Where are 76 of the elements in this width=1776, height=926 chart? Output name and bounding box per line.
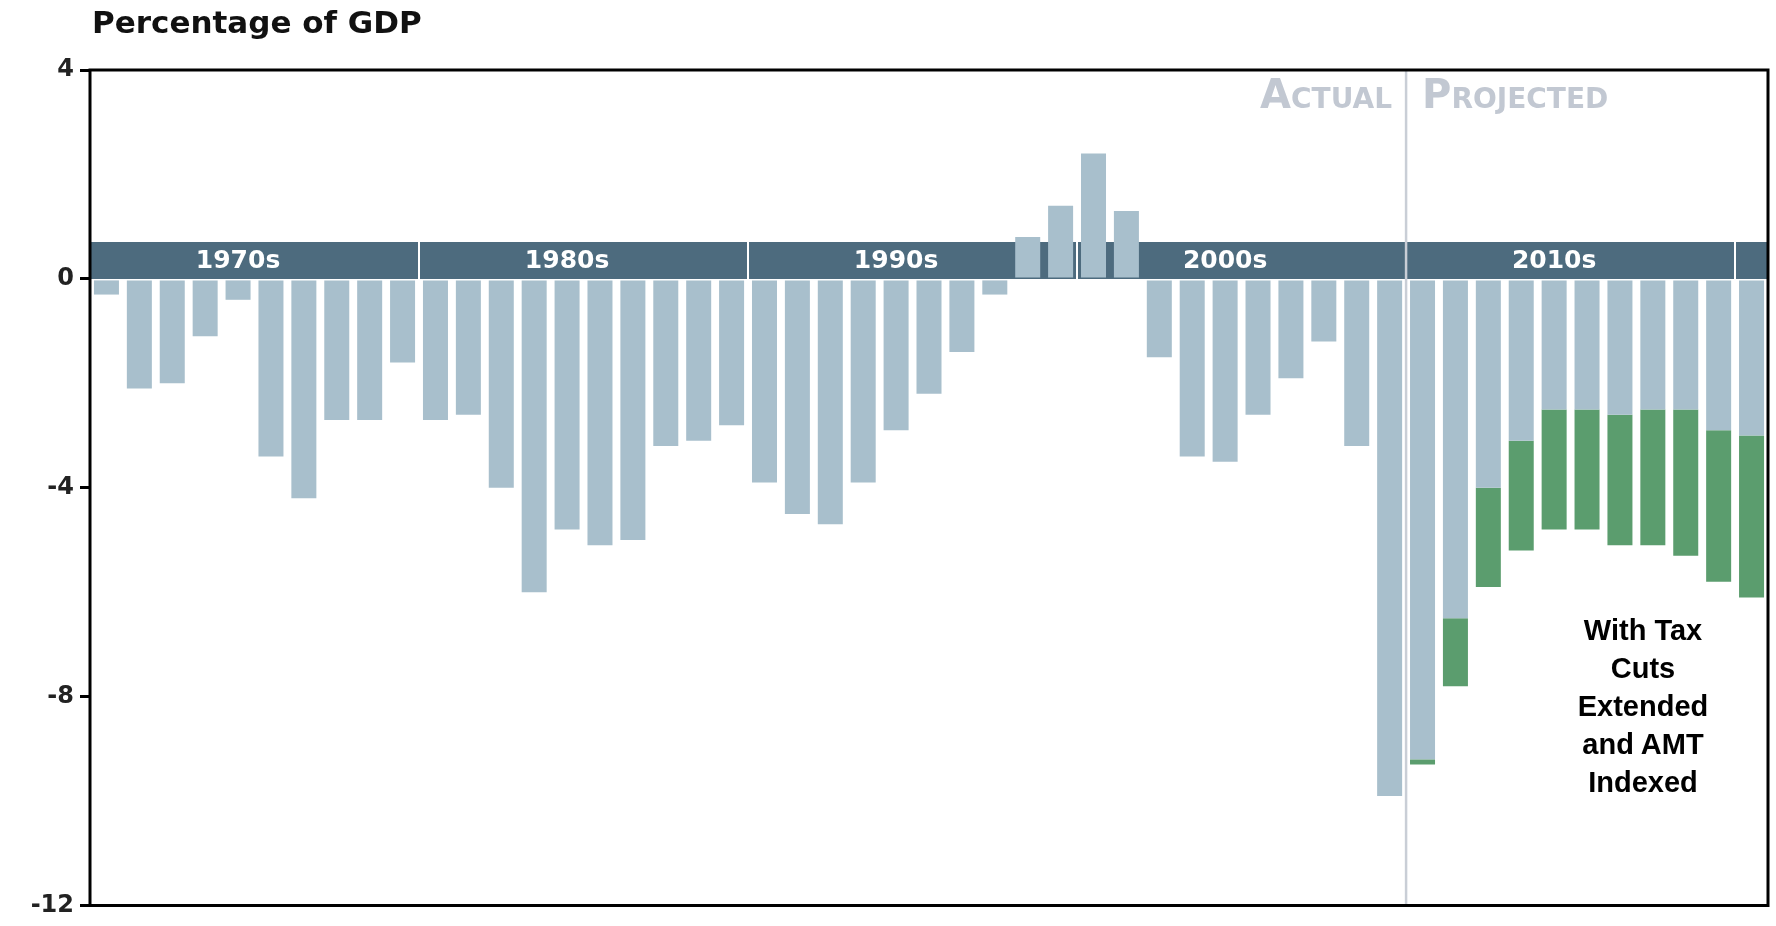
bar xyxy=(817,280,843,525)
bar xyxy=(225,280,251,300)
bar xyxy=(291,280,317,499)
bar xyxy=(686,280,712,441)
bar xyxy=(93,280,119,295)
bar xyxy=(1475,280,1501,488)
bar xyxy=(126,280,152,389)
bar xyxy=(521,280,547,593)
y-tick-label: -8 xyxy=(47,680,74,709)
bar xyxy=(1344,280,1370,447)
bar xyxy=(587,280,613,546)
bar xyxy=(1673,409,1699,556)
bar xyxy=(1541,409,1567,530)
bar xyxy=(751,280,777,483)
bar xyxy=(1574,280,1600,410)
x-tick-label: 2010s xyxy=(1511,244,1597,274)
bar xyxy=(455,280,481,415)
bar xyxy=(554,280,580,530)
bar xyxy=(982,280,1008,295)
bar xyxy=(1574,409,1600,530)
x-tick-label: 1990s xyxy=(853,244,939,274)
bar xyxy=(1739,280,1765,436)
y-tick-label: 0 xyxy=(57,263,74,292)
bar xyxy=(357,280,383,420)
bar xyxy=(159,280,185,384)
bar xyxy=(719,280,745,426)
bar xyxy=(1640,280,1666,410)
x-tick-label: 2000s xyxy=(1182,244,1268,274)
bar xyxy=(916,280,942,394)
bar xyxy=(949,280,975,353)
bar xyxy=(1212,280,1238,462)
y-axis-title: Percentage of GDP xyxy=(92,4,422,41)
bar xyxy=(488,280,514,488)
bar xyxy=(1081,153,1107,278)
series-label: With Tax Cuts Extended and AMT Indexed xyxy=(1577,613,1709,798)
bar xyxy=(653,280,679,447)
bar xyxy=(784,280,810,514)
bar xyxy=(1607,280,1633,415)
bar xyxy=(1508,280,1534,441)
bar xyxy=(1146,280,1172,358)
bar xyxy=(1410,759,1436,765)
bar xyxy=(1015,237,1041,278)
bar xyxy=(1640,409,1666,546)
y-tick-label: 4 xyxy=(57,54,74,83)
y-tick-label: -12 xyxy=(30,889,74,918)
bar xyxy=(1442,280,1468,619)
bar xyxy=(1541,280,1567,410)
bar xyxy=(258,280,284,457)
bar xyxy=(1508,440,1534,551)
bar xyxy=(1048,205,1074,278)
bar xyxy=(1673,280,1699,410)
bar xyxy=(324,280,350,420)
bar xyxy=(1706,280,1732,431)
bar xyxy=(1442,618,1468,687)
bar xyxy=(620,280,646,541)
bar xyxy=(422,280,448,420)
bar xyxy=(1311,280,1337,342)
annotation: Actual xyxy=(1260,71,1393,118)
bar xyxy=(1607,414,1633,546)
bar xyxy=(1278,280,1304,379)
bar xyxy=(390,280,416,363)
bar xyxy=(883,280,909,431)
bar xyxy=(1113,211,1139,278)
bar xyxy=(192,280,218,337)
y-tick-label: -4 xyxy=(47,472,74,501)
bar xyxy=(1245,280,1271,415)
annotation: Projected xyxy=(1422,71,1609,118)
bar xyxy=(1377,280,1403,796)
bar xyxy=(1179,280,1205,457)
x-tick-label: 1970s xyxy=(195,244,281,274)
bar xyxy=(1475,487,1501,588)
bar xyxy=(850,280,876,483)
x-tick-label: 1980s xyxy=(524,244,610,274)
bar xyxy=(1739,435,1765,598)
bar xyxy=(1410,280,1436,760)
bar xyxy=(1706,430,1732,582)
